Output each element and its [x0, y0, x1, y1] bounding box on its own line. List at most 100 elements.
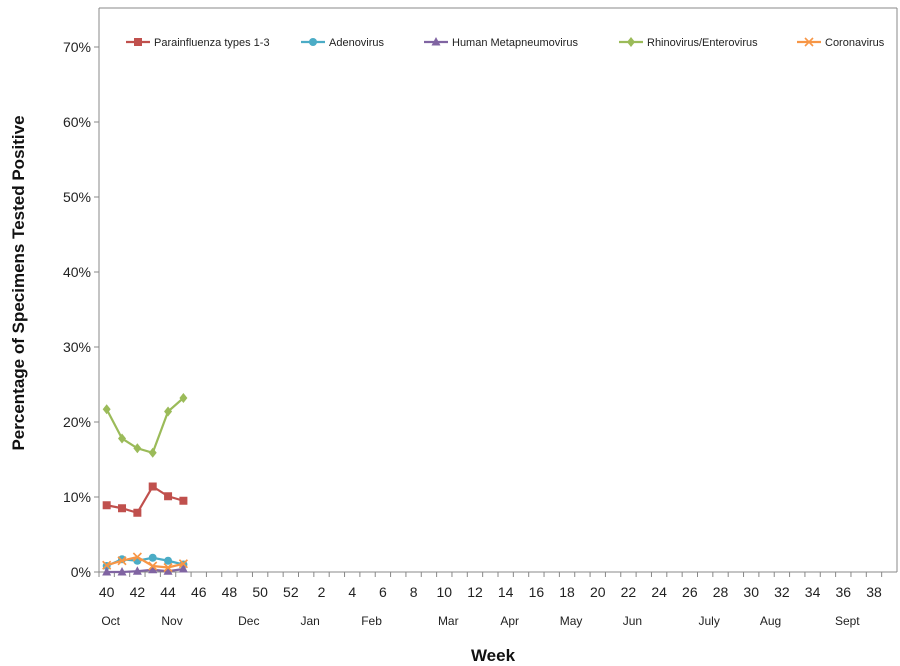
- data-point: [148, 561, 158, 571]
- month-labels: Oct Nov Dec Jan Feb Mar Apr May Jun July Aug Sept: [101, 614, 860, 628]
- data-point: [163, 562, 173, 573]
- legend-label: Human Metapneumovirus: [452, 37, 578, 49]
- x-tick-label: 40: [99, 584, 115, 600]
- legend-marker: [309, 38, 317, 46]
- month-label: Jun: [623, 614, 642, 628]
- month-label: July: [699, 614, 720, 628]
- x-tick-label: 4: [348, 584, 356, 600]
- x-axis-label: Week: [471, 646, 516, 665]
- x-tick-label: 28: [713, 584, 729, 600]
- data-point: [132, 552, 142, 562]
- x-tick-label: 32: [774, 584, 790, 600]
- data-point: [178, 559, 188, 569]
- month-label: Oct: [101, 614, 120, 628]
- x-tick-label: 10: [436, 584, 452, 600]
- data-point: [102, 567, 112, 576]
- legend-label: Rhinovirus/Enterovirus: [647, 37, 758, 49]
- x-tick-label: 44: [160, 584, 176, 600]
- legend-label: Parainfluenza types 1-3: [154, 37, 270, 49]
- x-tick-label: 26: [682, 584, 698, 600]
- y-tick-label: 60%: [63, 114, 91, 130]
- data-point: [102, 501, 111, 510]
- series-4: [102, 552, 188, 573]
- y-tick-label: 40%: [63, 264, 91, 280]
- y-tick-label: 70%: [63, 39, 91, 55]
- x-tick-label: 20: [590, 584, 606, 600]
- data-point: [164, 492, 173, 501]
- data-point: [163, 566, 173, 575]
- legend-item: Rhinovirus/Enterovirus: [619, 37, 758, 49]
- data-point: [133, 508, 142, 517]
- axes: [94, 7, 898, 577]
- x-tick-label: 38: [866, 584, 882, 600]
- legend-marker: [804, 37, 814, 47]
- y-tick-label: 20%: [63, 414, 91, 430]
- legend-marker: [627, 37, 635, 47]
- series-layer: [102, 393, 188, 576]
- legend-item: Parainfluenza types 1-3: [126, 37, 270, 49]
- series-3: [102, 393, 188, 458]
- legend: Parainfluenza types 1-3 Adenovirus Human M…: [126, 37, 885, 49]
- legend-item: Coronavirus: [797, 37, 885, 49]
- month-label: Dec: [238, 614, 259, 628]
- x-tick-label: 14: [498, 584, 514, 600]
- data-point: [148, 553, 157, 562]
- tick-labels: 0%10%20%30%40%50%60%70%40 42 44 46 48 50 52 2 4 6…: [63, 39, 882, 600]
- x-tick-label: 48: [222, 584, 238, 600]
- legend-item: Human Metapneumovirus: [424, 37, 578, 49]
- data-point: [118, 433, 127, 444]
- x-tick-label: 52: [283, 584, 299, 600]
- data-point: [102, 560, 112, 570]
- month-label: Aug: [760, 614, 781, 628]
- x-tick-label: 34: [805, 584, 821, 600]
- x-tick-label: 30: [743, 584, 759, 600]
- x-tick-label: 6: [379, 584, 387, 600]
- month-label: May: [560, 614, 583, 628]
- data-point: [133, 443, 142, 454]
- y-tick-label: 30%: [63, 339, 91, 355]
- y-tick-label: 0%: [71, 564, 91, 580]
- legend-label: Adenovirus: [329, 37, 385, 49]
- data-point: [164, 406, 173, 417]
- x-tick-label: 24: [651, 584, 667, 600]
- data-point: [148, 564, 158, 574]
- data-point: [148, 482, 157, 491]
- y-tick-label: 10%: [63, 489, 91, 505]
- x-tick-label: 46: [191, 584, 207, 600]
- data-point: [179, 393, 188, 403]
- month-label: Sept: [835, 614, 860, 628]
- series-line: [105, 397, 185, 455]
- data-point: [179, 496, 188, 505]
- x-tick-label: 50: [252, 584, 268, 600]
- legend-marker: [134, 38, 142, 46]
- data-point: [117, 556, 127, 566]
- x-tick-label: 36: [835, 584, 851, 600]
- x-tick-label: 18: [559, 584, 575, 600]
- data-point: [148, 447, 157, 458]
- data-point: [132, 566, 142, 575]
- x-tick-label: 12: [467, 584, 483, 600]
- data-point: [164, 556, 173, 565]
- legend-label: Coronavirus: [825, 37, 885, 49]
- series-line: [106, 555, 184, 569]
- x-tick-label: 16: [529, 584, 545, 600]
- data-point: [178, 564, 188, 573]
- legend-item: Adenovirus: [301, 37, 385, 49]
- month-label: Nov: [161, 614, 182, 628]
- legend-marker: [431, 37, 441, 46]
- data-point: [118, 504, 127, 513]
- data-point: [102, 404, 111, 415]
- month-label: Feb: [361, 614, 382, 628]
- y-tick-label: 50%: [63, 189, 91, 205]
- month-label: Mar: [438, 614, 459, 628]
- month-label: Jan: [300, 614, 319, 628]
- y-axis-label: Percentage of Specimens Tested Positive: [9, 115, 28, 450]
- x-tick-label: 42: [130, 584, 146, 600]
- month-label: Apr: [500, 614, 519, 628]
- x-tick-label: 22: [621, 584, 637, 600]
- data-point: [117, 567, 127, 576]
- series-0: [102, 482, 188, 517]
- x-tick-label: 2: [318, 584, 326, 600]
- x-tick-label: 8: [410, 584, 418, 600]
